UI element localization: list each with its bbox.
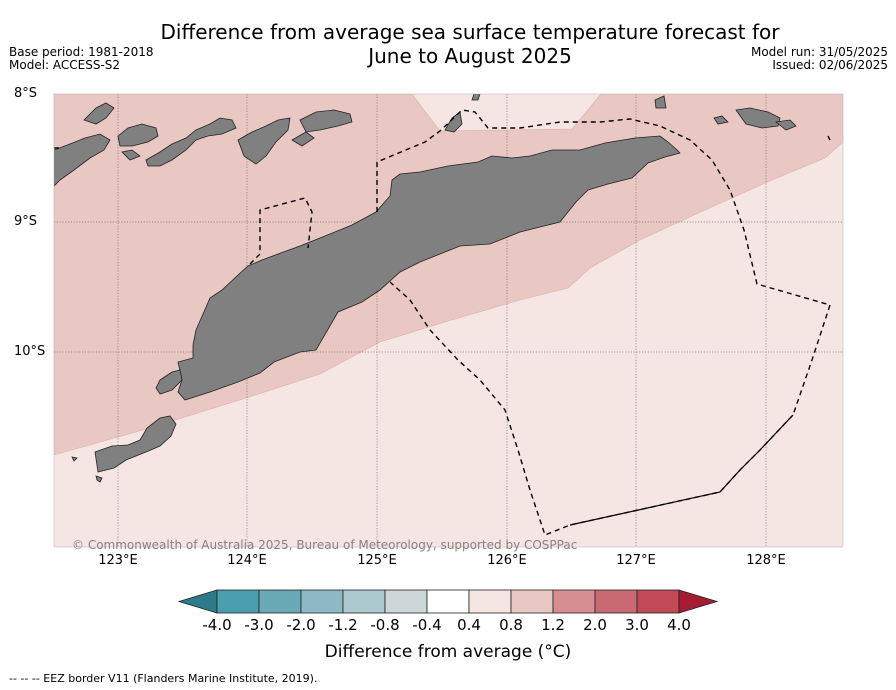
lat-label-10s: 10°S [14, 344, 46, 359]
colorbar-tick-label: 2.0 [583, 616, 607, 634]
colorbar-segment [216, 589, 260, 614]
lon-label-127e: 127°E [616, 553, 656, 568]
island-m [713, 115, 729, 125]
copyright-notice: © Commonwealth of Australia 2025, Bureau… [72, 538, 578, 552]
colorbar-segment [468, 589, 512, 614]
colorbar-tick-label: -4.0 [202, 616, 232, 634]
island-e [237, 117, 291, 165]
colorbar-tick-label: -1.2 [328, 616, 358, 634]
colorbar-segment [552, 589, 596, 614]
island-j [654, 95, 667, 109]
colorbar-segment [636, 589, 680, 614]
island-a [83, 102, 115, 125]
colorbar-tick-label: 4.0 [667, 616, 691, 634]
issued-date: Issued: 02/06/2025 [772, 58, 888, 72]
eez-footnote: -- -- -- EEZ border V11 (Flanders Marine… [9, 672, 318, 685]
base-period: Base period: 1981-2018 [9, 45, 154, 59]
island-d [121, 149, 141, 161]
colorbar-segment [342, 589, 386, 614]
colorbar-extend-high [678, 589, 719, 614]
colorbar-tick-label: -2.0 [286, 616, 316, 634]
land [54, 94, 797, 483]
island-l [775, 119, 797, 131]
colorbar-segment [258, 589, 302, 614]
colorbar-tick-label: 0.4 [457, 616, 481, 634]
lon-label-126e: 126°E [487, 553, 527, 568]
small-island-2 [95, 475, 103, 483]
lat-label-9s: 9°S [14, 214, 38, 229]
timor-island [177, 135, 681, 401]
eez-border [54, 109, 831, 536]
colorbar-extend-low [177, 589, 218, 614]
eez-border-solid [569, 414, 794, 526]
lon-label-124e: 124°E [227, 553, 267, 568]
colorbar-tick-label: -3.0 [244, 616, 274, 634]
colorbar-segment [384, 589, 428, 614]
roti-island [94, 415, 177, 473]
colorbar-label: Difference from average (°C) [324, 642, 572, 662]
colorbar-tick-label: 0.8 [499, 616, 523, 634]
colorbar-segment [300, 589, 344, 614]
colorbar-tick-label: 3.0 [625, 616, 649, 634]
small-island-1 [155, 369, 183, 395]
model-run: Model run: 31/05/2025 [750, 45, 888, 59]
lon-label-125e: 125°E [357, 553, 397, 568]
lon-label-128e: 128°E [746, 553, 786, 568]
colorbar-tick-label: -0.8 [370, 616, 400, 634]
flores-island [54, 133, 111, 187]
colorbar-segment [510, 589, 554, 614]
model-name: Model: ACCESS-S2 [9, 58, 121, 72]
colorbar-tick-label: -0.4 [412, 616, 442, 634]
lon-label-123e: 123°E [98, 553, 138, 568]
island-g [291, 131, 315, 147]
island-f [299, 109, 353, 133]
meta-left: Base period: 1981-2018 Model: ACCESS-S2 [9, 46, 154, 72]
map-title: Difference from average sea surface temp… [160, 20, 780, 68]
meta-right: Model run: 31/05/2025 Issued: 02/06/2025 [751, 46, 888, 72]
map-frame [53, 93, 844, 548]
colorbar-tick-label: 1.2 [541, 616, 565, 634]
small-island-3 [71, 456, 78, 462]
island-c [145, 117, 237, 167]
colorbar-segment [426, 589, 470, 614]
island-b [117, 123, 159, 147]
island-i [471, 94, 481, 101]
lat-label-8s: 8°S [14, 86, 38, 101]
colorbar-segment [594, 589, 638, 614]
